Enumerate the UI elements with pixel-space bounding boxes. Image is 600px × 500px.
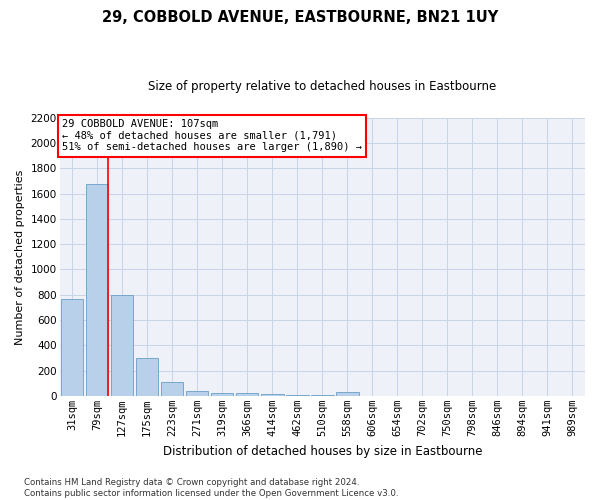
Title: Size of property relative to detached houses in Eastbourne: Size of property relative to detached ho… <box>148 80 496 93</box>
Bar <box>186 391 208 396</box>
Bar <box>286 394 308 396</box>
X-axis label: Distribution of detached houses by size in Eastbourne: Distribution of detached houses by size … <box>163 444 482 458</box>
Bar <box>61 298 83 396</box>
Y-axis label: Number of detached properties: Number of detached properties <box>15 169 25 344</box>
Bar <box>136 358 158 396</box>
Bar <box>336 392 359 396</box>
Bar <box>211 392 233 396</box>
Text: Contains HM Land Registry data © Crown copyright and database right 2024.
Contai: Contains HM Land Registry data © Crown c… <box>24 478 398 498</box>
Bar <box>86 184 109 396</box>
Bar <box>261 394 284 396</box>
Text: 29 COBBOLD AVENUE: 107sqm
← 48% of detached houses are smaller (1,791)
51% of se: 29 COBBOLD AVENUE: 107sqm ← 48% of detac… <box>62 119 362 152</box>
Bar <box>236 394 259 396</box>
Bar <box>311 394 334 396</box>
Bar <box>111 295 133 396</box>
Text: 29, COBBOLD AVENUE, EASTBOURNE, BN21 1UY: 29, COBBOLD AVENUE, EASTBOURNE, BN21 1UY <box>102 10 498 25</box>
Bar <box>161 382 184 396</box>
